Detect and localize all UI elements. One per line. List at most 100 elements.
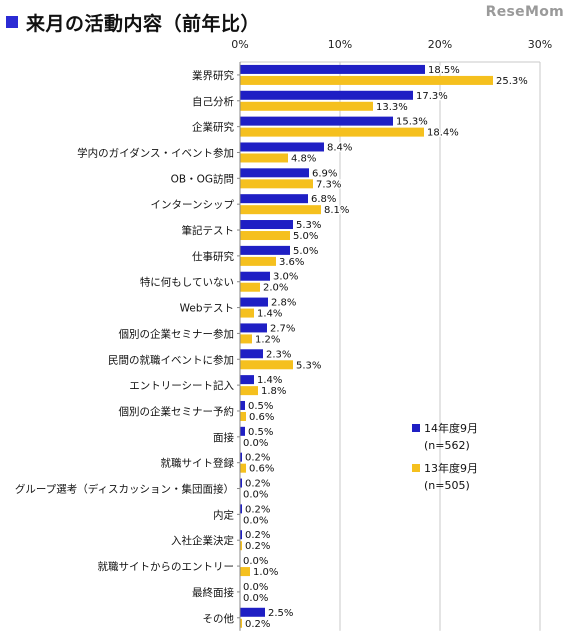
legend-label: 14年度9月 (424, 421, 478, 435)
data-label: 2.5% (268, 608, 293, 619)
data-label: 0.0% (243, 515, 268, 526)
bar-series-2 (240, 463, 246, 473)
data-label: 0.0% (243, 593, 268, 604)
data-label: 2.3% (266, 349, 291, 360)
watermark-logo: ReseMom (485, 4, 564, 20)
category-label: グループ選考（ディスカッション・集団面接） (15, 483, 234, 496)
bar-series-2 (240, 411, 246, 421)
bar-series-1 (240, 271, 270, 281)
data-label: 0.0% (243, 438, 268, 449)
data-label: 1.2% (255, 334, 280, 345)
data-label: 3.6% (279, 257, 304, 268)
category-label: エントリーシート記入 (129, 379, 234, 392)
bar-series-1 (240, 530, 242, 540)
bar-series-2 (240, 127, 424, 137)
bar-series-2 (240, 282, 260, 292)
data-label: 17.3% (416, 91, 448, 102)
data-label: 0.0% (243, 582, 268, 593)
bar-series-2 (240, 75, 493, 85)
category-label: 就職サイト登録 (161, 457, 235, 470)
category-label: 入社企業決定 (171, 534, 234, 547)
category-label: 就職サイトからのエントリー (98, 560, 235, 573)
chart-title-block: 来月の活動内容（前年比） (6, 6, 260, 38)
data-label: 1.4% (257, 309, 282, 320)
data-label: 18.5% (428, 65, 460, 76)
x-tick-label: 0% (231, 38, 248, 51)
bar-series-2 (240, 231, 290, 241)
bar-series-1 (240, 349, 263, 359)
data-label: 8.4% (327, 142, 352, 153)
data-label: 2.8% (271, 298, 296, 309)
bar-series-2 (240, 101, 373, 111)
bar-series-1 (240, 426, 245, 436)
bar-series-2 (240, 618, 242, 628)
bar-series-1 (240, 504, 242, 514)
bar-series-2 (240, 541, 242, 551)
category-label: Webテスト (180, 303, 234, 315)
bar-series-1 (240, 64, 425, 74)
category-label: その他 (203, 612, 235, 625)
data-label: 1.4% (257, 375, 282, 386)
category-label: 民間の就職イベントに参加 (108, 353, 234, 366)
category-label: 学内のガイダンス・イベント参加 (77, 146, 234, 159)
bar-series-1 (240, 478, 242, 488)
data-label: 6.8% (311, 194, 336, 205)
data-label: 5.3% (296, 220, 321, 231)
bar-series-1 (240, 400, 245, 410)
bar-series-1 (240, 452, 242, 462)
data-label: 5.0% (293, 231, 318, 242)
bar-series-1 (240, 375, 254, 385)
data-label: 3.0% (273, 272, 298, 283)
category-label: 最終面接 (192, 586, 234, 599)
bar-series-2 (240, 179, 313, 189)
data-label: 0.0% (243, 490, 268, 501)
bar-series-2 (240, 205, 321, 215)
bar-series-2 (240, 308, 254, 318)
x-tick-label: 10% (328, 38, 352, 51)
category-label: 仕事研究 (192, 250, 234, 263)
bar-series-1 (240, 116, 393, 126)
data-label: 0.2% (245, 479, 270, 490)
bar-series-2 (240, 386, 258, 396)
bar-series-2 (240, 256, 276, 266)
data-label: 15.3% (396, 117, 428, 128)
bar-series-2 (240, 567, 250, 577)
data-label: 0.6% (249, 464, 274, 475)
data-label: 18.4% (427, 128, 459, 139)
title-bullet-icon (6, 16, 18, 28)
legend-swatch (412, 424, 420, 432)
category-label: 個別の企業セミナー参加 (119, 327, 235, 340)
category-label: 業界研究 (192, 69, 234, 82)
bar-series-1 (240, 245, 290, 255)
data-label: 5.3% (296, 360, 321, 371)
data-label: 5.0% (293, 246, 318, 257)
data-label: 1.0% (253, 567, 278, 578)
chart-title: 来月の活動内容（前年比） (26, 12, 261, 35)
data-label: 25.3% (496, 76, 528, 87)
data-label: 6.9% (312, 168, 337, 179)
data-label: 0.2% (245, 530, 270, 541)
x-tick-label: 20% (428, 38, 452, 51)
bar-series-1 (240, 220, 293, 230)
data-label: 2.0% (263, 283, 288, 294)
data-label: 0.5% (248, 401, 273, 412)
legend-note: (n=505) (424, 479, 470, 492)
data-label: 8.1% (324, 205, 349, 216)
data-label: 1.8% (261, 386, 286, 397)
data-label: 0.2% (245, 619, 270, 630)
data-label: 4.8% (291, 153, 316, 164)
bar-series-2 (240, 153, 288, 163)
bar-series-1 (240, 607, 265, 617)
data-label: 0.5% (248, 427, 273, 438)
data-label: 7.3% (316, 179, 341, 190)
category-label: 面接 (213, 431, 234, 444)
data-label: 0.2% (245, 541, 270, 552)
bar-series-1 (240, 323, 267, 333)
x-tick-label: 30% (528, 38, 552, 51)
category-label: OB・OG訪問 (171, 172, 234, 185)
legend-swatch (412, 464, 420, 472)
category-label: 内定 (213, 508, 234, 521)
bar-series-1 (240, 297, 268, 307)
data-label: 0.6% (249, 412, 274, 423)
